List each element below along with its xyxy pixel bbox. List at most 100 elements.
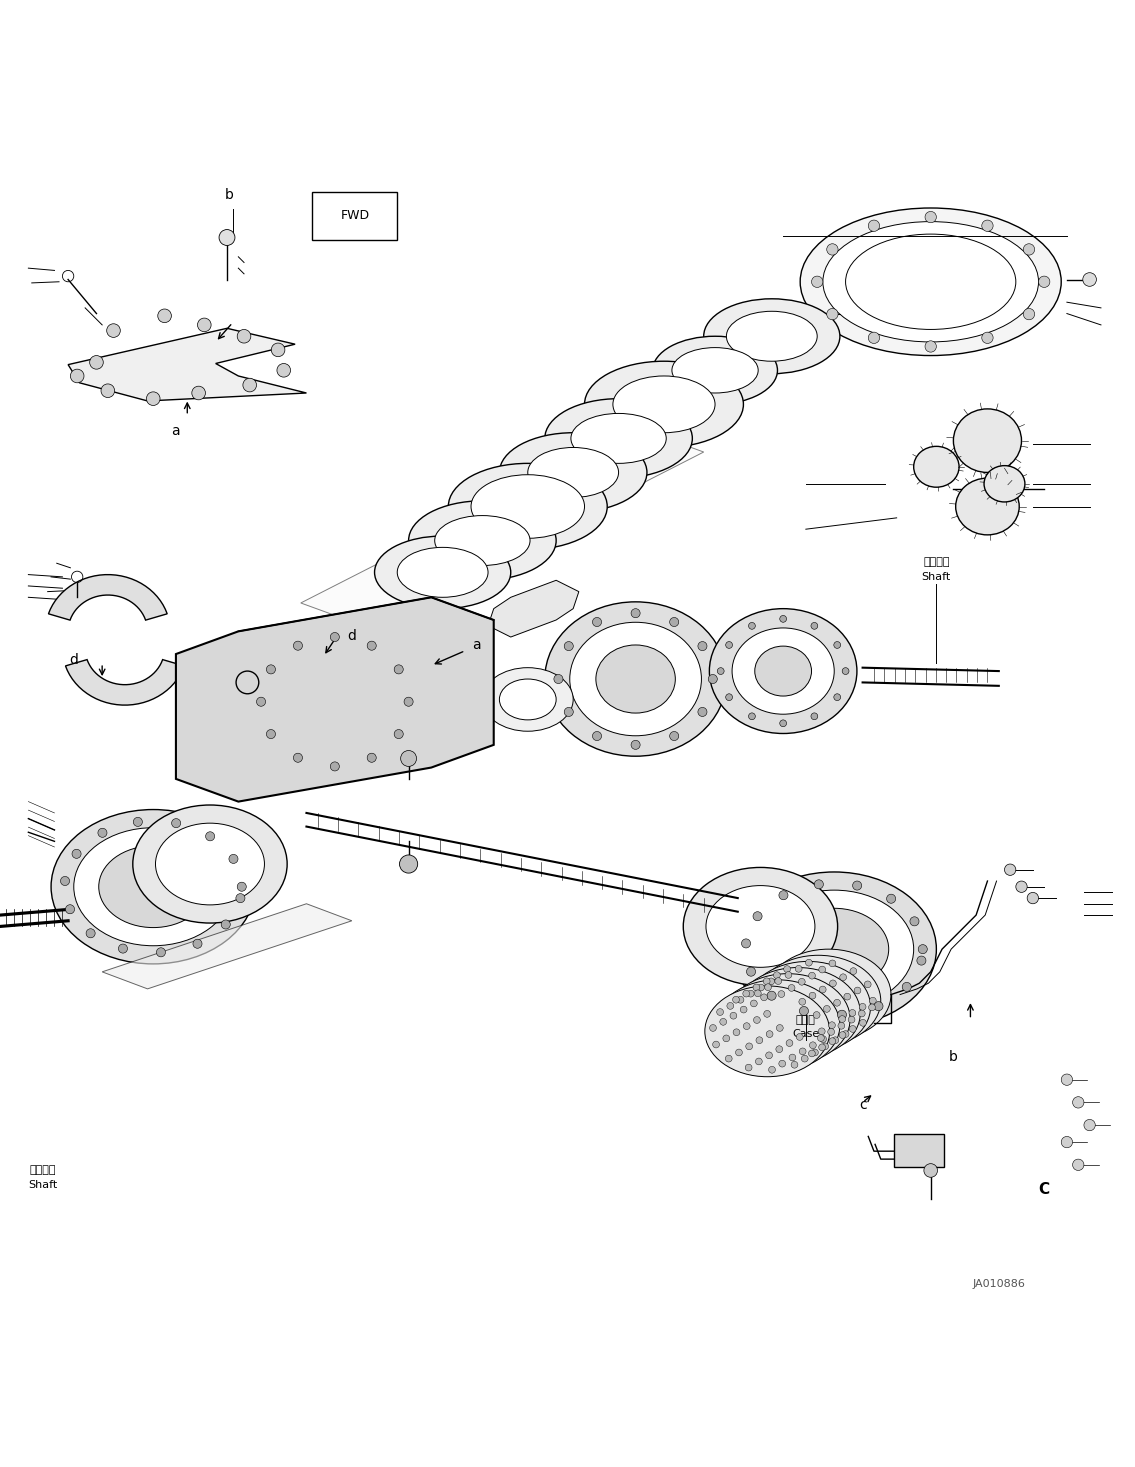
Circle shape [850, 968, 857, 974]
Ellipse shape [653, 336, 777, 405]
Circle shape [90, 355, 103, 370]
Circle shape [368, 641, 377, 650]
Circle shape [158, 310, 171, 323]
Circle shape [917, 956, 926, 965]
Circle shape [796, 965, 802, 973]
Circle shape [1024, 244, 1035, 255]
Circle shape [787, 1040, 793, 1046]
Circle shape [812, 276, 823, 288]
Circle shape [788, 984, 794, 992]
Circle shape [1024, 308, 1035, 320]
Ellipse shape [133, 805, 287, 923]
Circle shape [766, 1052, 773, 1059]
Circle shape [918, 945, 927, 954]
Circle shape [763, 978, 770, 984]
Circle shape [902, 983, 911, 992]
Circle shape [869, 998, 876, 1003]
Ellipse shape [984, 465, 1025, 502]
Circle shape [748, 713, 755, 720]
Text: b: b [949, 1050, 958, 1064]
Polygon shape [68, 329, 306, 400]
Circle shape [708, 675, 717, 684]
Ellipse shape [725, 974, 850, 1065]
Ellipse shape [704, 299, 840, 374]
Circle shape [755, 990, 762, 996]
Ellipse shape [732, 628, 834, 714]
Circle shape [776, 1046, 783, 1053]
Text: Case: Case [792, 1030, 819, 1039]
Circle shape [808, 1050, 815, 1056]
Circle shape [60, 876, 69, 886]
Circle shape [830, 980, 836, 987]
FancyBboxPatch shape [894, 1134, 944, 1168]
Circle shape [809, 992, 816, 999]
Circle shape [868, 1003, 875, 1011]
Ellipse shape [846, 235, 1016, 330]
Circle shape [849, 1025, 856, 1033]
Circle shape [817, 1034, 824, 1042]
Ellipse shape [823, 222, 1039, 342]
Circle shape [798, 978, 805, 986]
Circle shape [859, 1003, 866, 1011]
Circle shape [98, 829, 107, 838]
Circle shape [910, 917, 919, 926]
Circle shape [809, 1042, 816, 1049]
Circle shape [801, 1055, 808, 1062]
Circle shape [293, 641, 302, 650]
Ellipse shape [596, 645, 675, 713]
Circle shape [780, 616, 787, 622]
Circle shape [826, 308, 838, 320]
Circle shape [743, 1022, 750, 1030]
Circle shape [1073, 1097, 1084, 1108]
Circle shape [713, 1042, 720, 1047]
Circle shape [101, 384, 115, 398]
Circle shape [1061, 1137, 1073, 1147]
Text: シャフト: シャフト [30, 1165, 57, 1175]
Ellipse shape [755, 890, 914, 1008]
Circle shape [716, 1009, 723, 1015]
Text: d: d [69, 653, 78, 666]
Ellipse shape [715, 980, 840, 1071]
Text: a: a [472, 638, 481, 651]
Circle shape [799, 1047, 806, 1055]
Polygon shape [301, 430, 704, 625]
Circle shape [779, 1061, 785, 1067]
Circle shape [810, 713, 817, 720]
Ellipse shape [471, 475, 585, 538]
Circle shape [107, 324, 120, 337]
Ellipse shape [746, 961, 871, 1052]
Text: ケース: ケース [796, 1015, 816, 1024]
Circle shape [221, 920, 230, 929]
Circle shape [812, 1049, 818, 1056]
Circle shape [840, 974, 847, 980]
Circle shape [277, 364, 291, 377]
Circle shape [776, 1024, 783, 1031]
Circle shape [789, 1055, 796, 1061]
Circle shape [670, 618, 679, 626]
Circle shape [670, 732, 679, 741]
Ellipse shape [570, 622, 701, 736]
Circle shape [1061, 1074, 1073, 1086]
Circle shape [814, 1012, 821, 1018]
Circle shape [842, 667, 849, 675]
Circle shape [756, 1037, 763, 1043]
Circle shape [829, 1022, 835, 1028]
Circle shape [783, 965, 790, 973]
Circle shape [72, 849, 81, 858]
Circle shape [1016, 882, 1027, 892]
Circle shape [818, 1028, 825, 1034]
Polygon shape [488, 581, 579, 637]
Circle shape [839, 1031, 846, 1039]
Circle shape [791, 1061, 798, 1068]
Circle shape [698, 707, 707, 716]
Ellipse shape [482, 667, 573, 731]
Ellipse shape [545, 601, 726, 756]
Circle shape [746, 1043, 753, 1050]
Circle shape [766, 1031, 773, 1037]
Circle shape [730, 1012, 737, 1020]
Circle shape [839, 1015, 846, 1022]
Ellipse shape [409, 500, 556, 581]
Ellipse shape [683, 867, 838, 986]
Ellipse shape [780, 908, 889, 990]
Circle shape [834, 694, 841, 701]
